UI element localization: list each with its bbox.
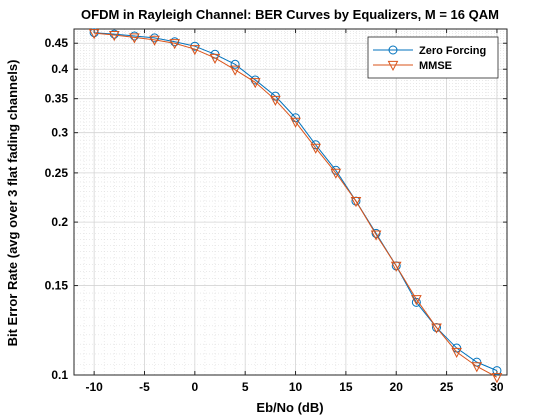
- data-point-mmse: [350, 196, 362, 208]
- data-point-mmse: [149, 35, 160, 46]
- series-line-zero-forcing: [94, 32, 498, 372]
- major-grid: [74, 29, 507, 376]
- y-tick-label: 0.4: [51, 62, 68, 76]
- plot-area: [73, 28, 508, 376]
- data-point-mmse: [108, 30, 120, 42]
- data-point-mmse: [330, 168, 342, 179]
- series-layer: [88, 28, 503, 384]
- data-point-zero-forcing: [170, 37, 180, 47]
- data-point-mmse: [129, 33, 140, 44]
- data-point-mmse: [290, 117, 301, 128]
- x-tick-label: 5: [242, 380, 249, 394]
- data-point-mmse: [411, 295, 422, 306]
- data-point-mmse: [390, 261, 402, 272]
- x-tick-label: -5: [139, 380, 150, 394]
- x-tick-label: 30: [490, 380, 504, 394]
- data-point-mmse: [370, 230, 382, 241]
- y-tick-label: 0.1: [51, 368, 68, 382]
- data-point-mmse: [270, 95, 281, 106]
- x-tick-label: 25: [440, 380, 454, 394]
- data-point-mmse: [451, 347, 462, 359]
- x-tick-label: 20: [390, 380, 404, 394]
- legend-entry-zero-forcing: Zero Forcing: [373, 45, 486, 57]
- legend-entry-mmse: MMSE: [373, 60, 452, 72]
- data-point-mmse: [169, 39, 181, 50]
- data-point-zero-forcing: [129, 31, 139, 41]
- legend-label: Zero Forcing: [419, 45, 486, 57]
- data-point-mmse: [310, 143, 322, 154]
- data-point-mmse: [249, 78, 261, 89]
- legend-box: [367, 36, 499, 79]
- data-point-zero-forcing: [371, 228, 381, 238]
- data-point-mmse: [491, 373, 503, 384]
- y-tick-label: 0.35: [45, 92, 69, 106]
- x-tick-label: 15: [339, 380, 353, 394]
- legend-label: MMSE: [419, 60, 452, 72]
- y-tick-labels: 0.1 0.15 0.2 0.25 0.3 0.35 0.4 0.45: [45, 36, 69, 382]
- data-point-zero-forcing: [89, 28, 99, 38]
- data-point-mmse: [209, 53, 221, 64]
- data-point-zero-forcing: [230, 59, 240, 69]
- x-axis-label: Eb/No (dB): [256, 400, 323, 415]
- x-tick-label: -10: [85, 380, 103, 394]
- data-point-zero-forcing: [109, 29, 119, 39]
- y-axis-label: Bit Error Rate (avg over 3 flat fading c…: [5, 60, 20, 347]
- legend-marker: [387, 60, 399, 72]
- data-point-zero-forcing: [492, 366, 502, 376]
- data-point-mmse: [229, 65, 241, 76]
- y-tick-label: 0.45: [45, 36, 69, 50]
- y-tick-label: 0.2: [51, 215, 68, 229]
- data-point-mmse: [189, 45, 201, 56]
- y-tick-label: 0.25: [45, 166, 69, 180]
- legend: Zero Forcing MMSE: [367, 36, 499, 79]
- y-tick-label: 0.3: [51, 126, 68, 140]
- data-point-mmse: [471, 362, 483, 373]
- x-tick-label: 10: [289, 380, 303, 394]
- data-point-mmse: [88, 29, 100, 40]
- series-mmse: [88, 29, 503, 384]
- series-line-mmse: [94, 32, 498, 378]
- x-tick-label: 0: [191, 380, 198, 394]
- x-tick-labels: -10 -5 0 5 10 15 20 25 30: [85, 380, 503, 394]
- data-point-mmse: [431, 323, 442, 334]
- axis-ticks: [74, 29, 507, 376]
- chart-title: OFDM in Rayleigh Channel: BER Curves by …: [81, 7, 499, 22]
- y-tick-label: 0.15: [45, 279, 69, 293]
- legend-marker: [388, 45, 398, 55]
